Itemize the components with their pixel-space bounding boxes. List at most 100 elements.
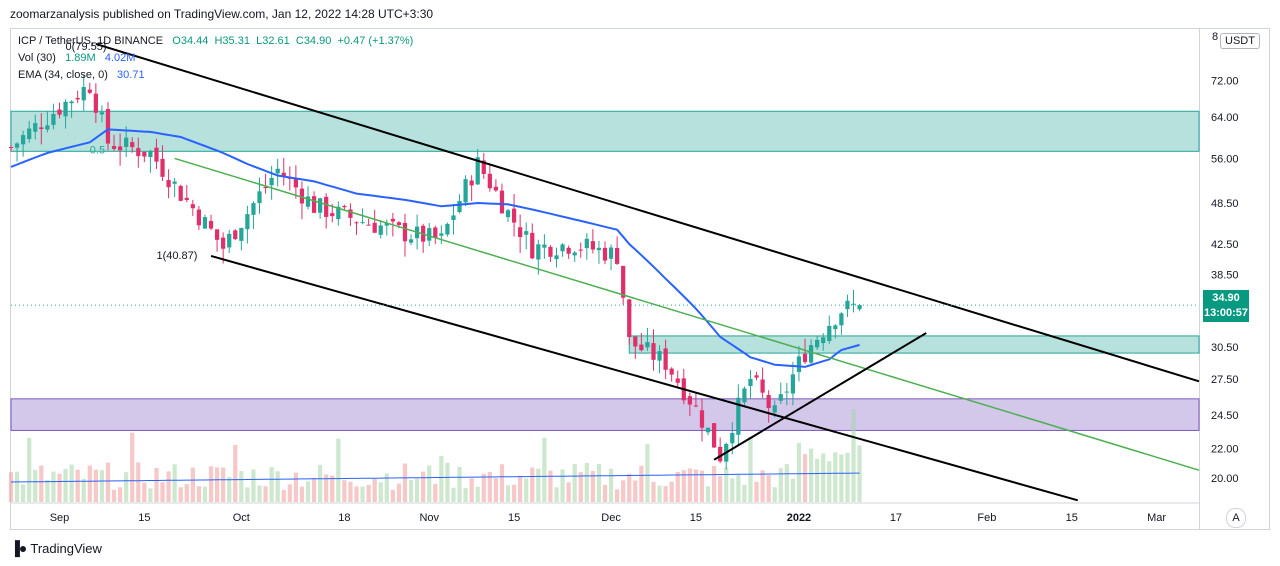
candle-body bbox=[239, 228, 244, 241]
candle-body bbox=[360, 222, 365, 224]
volume-bar bbox=[427, 465, 432, 502]
volume-bar bbox=[214, 467, 220, 502]
candle-body bbox=[493, 186, 499, 191]
volume-bar bbox=[299, 486, 305, 502]
volume-bar bbox=[645, 444, 650, 502]
candle-body bbox=[257, 191, 262, 204]
candle-body bbox=[481, 160, 486, 174]
volume-bar bbox=[505, 485, 511, 502]
volume-bar bbox=[178, 487, 183, 502]
volume-bar bbox=[487, 472, 492, 502]
candle-body bbox=[445, 223, 450, 235]
time-tick-label: Mar bbox=[1147, 512, 1166, 524]
volume-bar bbox=[760, 470, 765, 502]
time-tick-label: Feb bbox=[977, 512, 996, 524]
volume-bar bbox=[475, 486, 480, 502]
volume-bar bbox=[239, 471, 244, 502]
legend-open: O34.44 bbox=[172, 35, 209, 47]
volume-bar bbox=[184, 484, 189, 502]
candle-body bbox=[111, 146, 117, 149]
candle-body bbox=[463, 179, 468, 203]
volume-bar bbox=[602, 484, 608, 502]
candle-body bbox=[105, 109, 111, 144]
channel-lower-line bbox=[210, 254, 1079, 502]
volume-bar bbox=[724, 467, 729, 502]
candle-body bbox=[233, 230, 238, 240]
volume-bar bbox=[360, 486, 365, 502]
volume-bar bbox=[730, 478, 735, 502]
candle-body bbox=[821, 337, 826, 344]
volume-bar bbox=[160, 482, 165, 502]
candle-body bbox=[657, 351, 662, 361]
volume-bar bbox=[208, 466, 214, 502]
candle-body bbox=[124, 137, 129, 147]
candle-body bbox=[505, 210, 511, 218]
volume-bar bbox=[839, 454, 844, 502]
volume-bar bbox=[845, 452, 850, 502]
volume-bar bbox=[693, 469, 699, 502]
price-axis[interactable] bbox=[1200, 28, 1270, 530]
candle-body bbox=[536, 244, 541, 260]
volume-bar bbox=[808, 448, 814, 502]
legend-change: +0.47 (+1.37%) bbox=[337, 35, 414, 47]
volume-bar bbox=[336, 438, 341, 502]
price-tick-label: 48.50 bbox=[1211, 198, 1239, 210]
candle-body bbox=[748, 378, 753, 387]
candle-body bbox=[608, 247, 614, 259]
volume-bar bbox=[548, 470, 553, 502]
volume-bar bbox=[390, 489, 395, 502]
candle-body bbox=[251, 203, 256, 215]
price-tick-label: 20.00 bbox=[1211, 473, 1239, 485]
volume-bar bbox=[608, 468, 614, 502]
volume-bar bbox=[99, 470, 105, 502]
axis-top-label: 8 bbox=[1212, 31, 1219, 43]
currency-unit-button[interactable]: USDT bbox=[1220, 33, 1260, 49]
time-tick-label: 15 bbox=[690, 512, 702, 524]
volume-bar bbox=[81, 478, 86, 502]
volume-bar bbox=[481, 473, 486, 502]
candle-body bbox=[281, 172, 286, 177]
volume-bar bbox=[469, 478, 474, 502]
time-tick-label: Nov bbox=[419, 512, 439, 524]
volume-bar bbox=[439, 455, 444, 502]
volume-bar bbox=[463, 488, 468, 502]
candle-body bbox=[651, 343, 656, 360]
volume-ma-line bbox=[10, 472, 860, 483]
volume-bar bbox=[827, 461, 832, 502]
volume-bar bbox=[87, 465, 92, 502]
volume-bar bbox=[536, 468, 541, 502]
candle-body bbox=[451, 215, 456, 220]
auto-scale-button[interactable]: A bbox=[1226, 508, 1246, 528]
candle-body bbox=[439, 233, 444, 236]
candle-body bbox=[754, 375, 759, 378]
volume-bar bbox=[372, 478, 377, 502]
volume-bar bbox=[202, 486, 208, 502]
published-header: zoomarzanalysis published on TradingView… bbox=[10, 7, 434, 21]
candle-body bbox=[93, 93, 98, 113]
candle-body bbox=[348, 209, 353, 218]
candle-body bbox=[372, 222, 377, 233]
legend-vol-label: Vol (30) bbox=[18, 52, 56, 64]
volume-bar bbox=[257, 485, 262, 502]
candle-body bbox=[99, 112, 105, 115]
candle-body bbox=[81, 86, 86, 101]
candle-body bbox=[14, 143, 20, 148]
candle-body bbox=[433, 227, 438, 238]
volume-bar bbox=[663, 486, 668, 502]
volume-bar bbox=[796, 442, 802, 502]
candle-body bbox=[675, 378, 680, 383]
volume-bar bbox=[330, 475, 335, 502]
candle-body bbox=[518, 227, 523, 238]
time-tick-label: 17 bbox=[890, 512, 902, 524]
volume-bar bbox=[348, 481, 353, 502]
chart-pane[interactable] bbox=[10, 28, 1200, 530]
legend-symbol-line: ICP / TetherUS, 1D BINANCE O34.44 H35.31… bbox=[18, 33, 413, 49]
candle-body bbox=[39, 127, 44, 130]
volume-bar bbox=[281, 489, 286, 502]
volume-bar bbox=[227, 476, 232, 502]
time-tick-label: 18 bbox=[338, 512, 350, 524]
volume-bar bbox=[584, 462, 589, 502]
candle-body bbox=[851, 303, 856, 305]
legend-high: H35.31 bbox=[214, 35, 250, 47]
